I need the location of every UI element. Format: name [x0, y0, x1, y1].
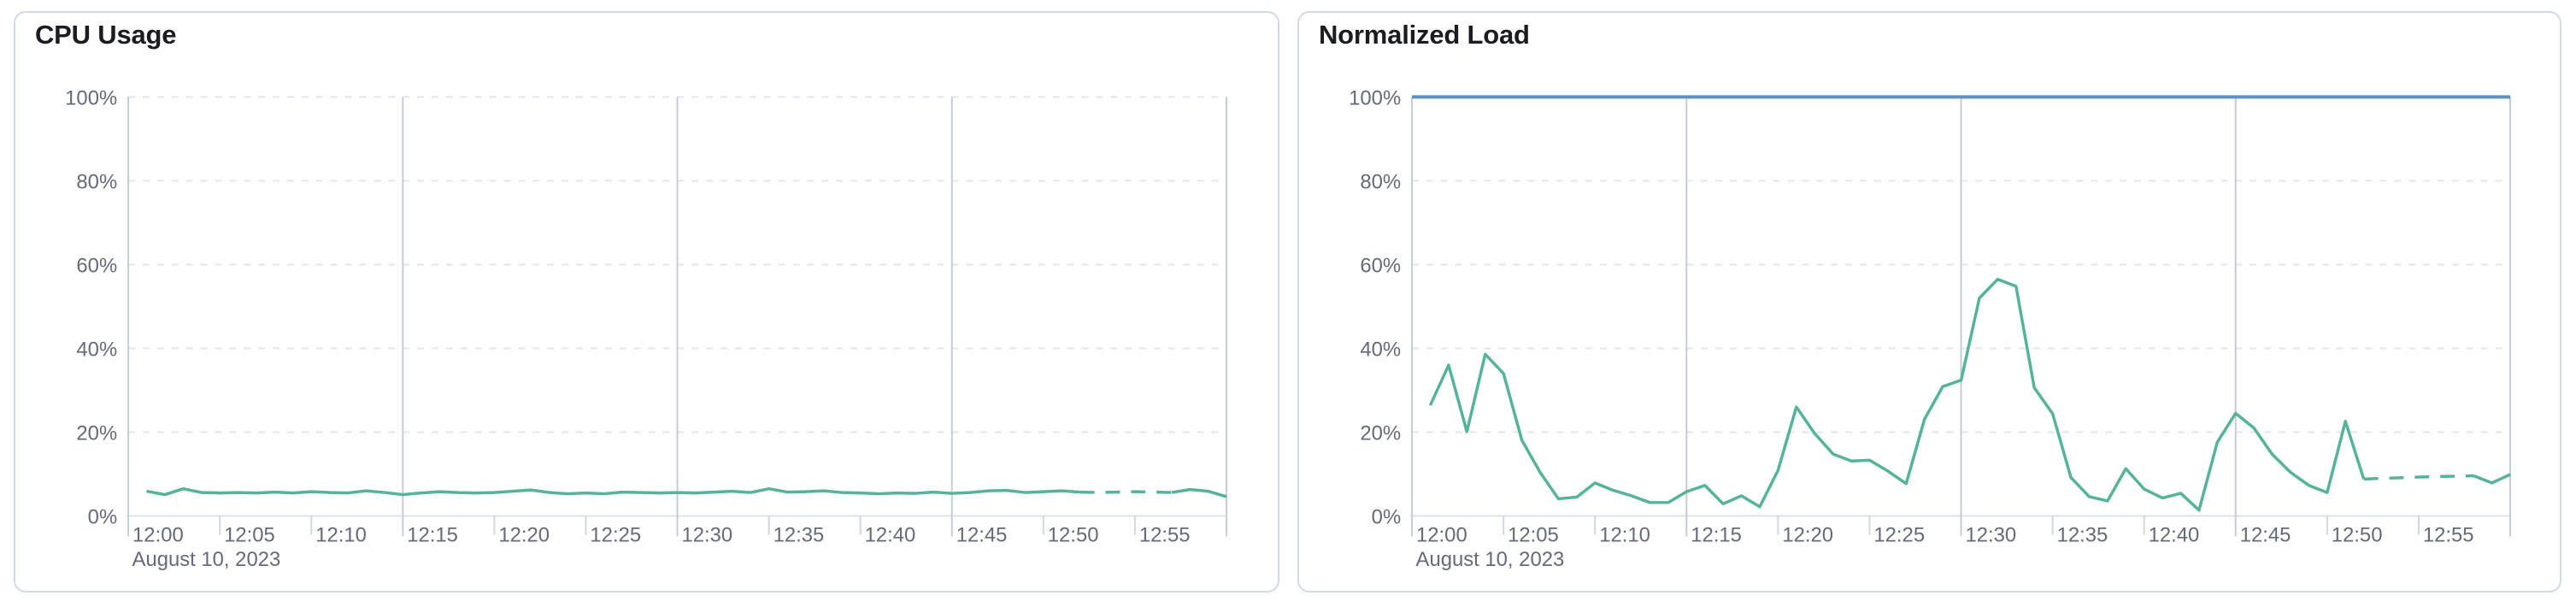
x-tick-label: 12:35 — [773, 523, 825, 546]
normalized-load-chart[interactable]: 0% 20% 40% 60% 80% 100% 12:00 12:05 12:10 12:15 12… — [1299, 13, 2560, 591]
y-tick-label: 0% — [1372, 505, 1401, 528]
y-tick-label: 20% — [76, 421, 117, 445]
x-tick-label: 12:20 — [498, 523, 550, 546]
x-tick-label: 12:40 — [865, 523, 916, 546]
x-tick-label: 12:00 — [132, 523, 184, 546]
x-tick-label: 12:25 — [590, 523, 641, 546]
x-tick-label: 12:40 — [2149, 523, 2200, 546]
x-tick-label: 12:45 — [2240, 523, 2291, 546]
x-tick-label: 12:15 — [407, 523, 458, 546]
cpu-usage-panel: CPU Usage 0% 20% 40% 60% 80% 100% 12:00 12:05 12… — [14, 11, 1279, 592]
y-tick-label: 40% — [1360, 338, 1401, 361]
x-tick-label: 12:25 — [1873, 523, 1925, 546]
x-tick-label: 12:30 — [682, 523, 733, 546]
x-tick-label: 12:05 — [224, 523, 275, 546]
y-tick-label: 80% — [76, 170, 117, 193]
x-tick-label: 12:00 — [1416, 523, 1467, 546]
panel-title-normalized-load: Normalized Load — [1319, 20, 1530, 50]
normalized-load-panel: Normalized Load 0% 20% 40% 60% 80% 100% 12:00 1… — [1297, 11, 2561, 592]
x-axis-date-label: August 10, 2023 — [132, 548, 281, 571]
y-tick-label: 40% — [76, 338, 117, 361]
y-tick-label: 60% — [1360, 254, 1401, 277]
x-tick-label: 12:50 — [2332, 523, 2383, 546]
x-tick-label: 12:55 — [1139, 523, 1191, 546]
x-tick-label: 12:05 — [1508, 523, 1559, 546]
y-tick-label: 60% — [76, 254, 117, 277]
cpu-usage-chart[interactable]: 0% 20% 40% 60% 80% 100% 12:00 12:05 12:10 12:15 12… — [15, 13, 1278, 591]
series-line-normalized-load — [1428, 277, 2366, 512]
x-tick-label: 12:35 — [2057, 523, 2108, 546]
x-tick-label: 12:30 — [1966, 523, 2017, 546]
y-tick-label: 0% — [88, 505, 117, 528]
x-tick-label: 12:45 — [956, 523, 1008, 546]
series-line-normalized-load-dashed — [2363, 474, 2474, 481]
x-tick-label: 12:10 — [315, 523, 367, 546]
x-tick-label: 12:10 — [1599, 523, 1650, 546]
x-tick-label: 12:55 — [2423, 523, 2474, 546]
y-tick-label: 100% — [65, 86, 117, 109]
series-line-cpu-usage — [146, 486, 1080, 497]
y-tick-label: 100% — [1349, 86, 1401, 109]
series-line-normalized-load — [2473, 473, 2511, 485]
series-line-cpu-usage — [1171, 487, 1227, 498]
x-axis-date-label: August 10, 2023 — [1416, 548, 1565, 571]
y-tick-label: 20% — [1360, 421, 1401, 445]
x-tick-label: 12:50 — [1048, 523, 1099, 546]
panel-title-cpu-usage: CPU Usage — [35, 20, 177, 50]
y-tick-label: 80% — [1360, 170, 1401, 193]
x-tick-label: 12:20 — [1782, 523, 1833, 546]
x-tick-label: 12:15 — [1691, 523, 1742, 546]
